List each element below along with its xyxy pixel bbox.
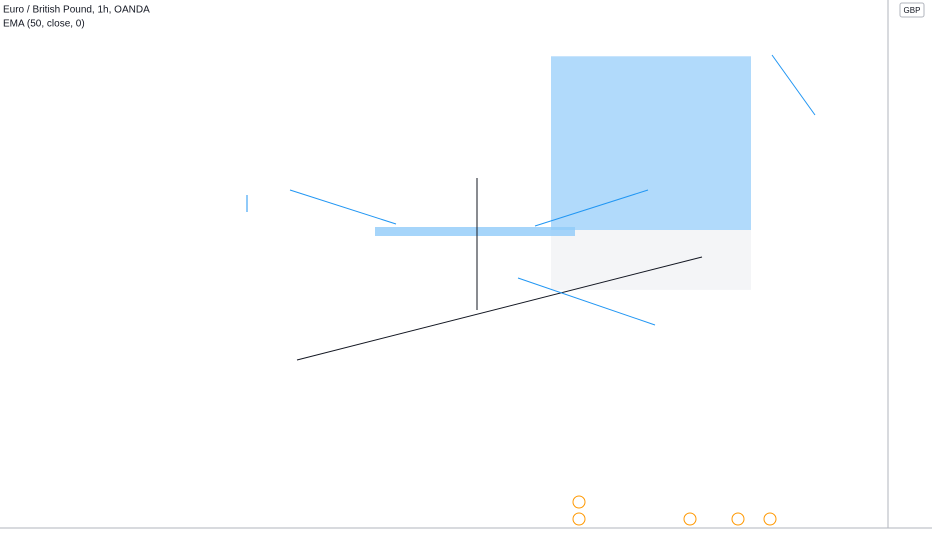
price-axis [888,0,932,550]
arrow [771,54,816,116]
arrow [534,189,649,227]
target-zone [551,56,751,230]
trend-line [296,256,703,361]
chart-title: Euro / British Pound, 1h, OANDA [3,5,150,16]
arrow [517,277,656,326]
stop-zone [551,229,751,290]
event-icon [731,512,745,526]
event-icon [683,512,697,526]
currency-label[interactable]: GBP [904,6,921,15]
event-icon [572,512,586,526]
event-icon [572,495,586,509]
annotations [246,54,816,326]
event-icon [763,512,777,526]
resistance-box [375,227,575,236]
indicator-label: EMA (50, close, 0) [3,19,85,30]
arrow [289,189,397,225]
currency-badge[interactable] [899,2,925,18]
